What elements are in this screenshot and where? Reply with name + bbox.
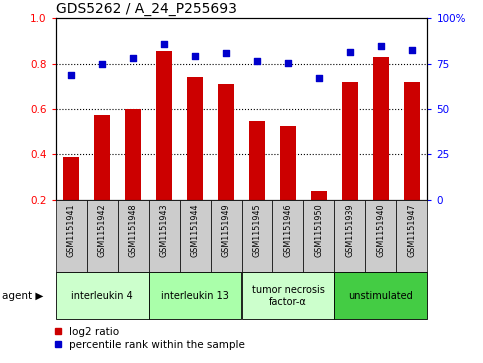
Point (346, 49, 354, 55)
Bar (149, 272, 242, 319)
Point (129, 55, 137, 61)
Text: GSM1151948: GSM1151948 (128, 203, 138, 257)
Bar (218, 84, 234, 200)
Bar (94, 115, 110, 200)
Text: GSM1151947: GSM1151947 (408, 203, 416, 257)
Text: agent ▶: agent ▶ (2, 291, 44, 301)
Point (315, 75, 323, 81)
Bar (156, 51, 172, 200)
Text: GSM1151950: GSM1151950 (314, 203, 324, 257)
Point (160, 42, 168, 48)
Bar (373, 57, 389, 200)
Text: interleukin 13: interleukin 13 (161, 291, 229, 301)
Bar (303, 200, 334, 272)
Point (67, 72, 75, 78)
Text: GSM1151944: GSM1151944 (190, 203, 199, 257)
Point (222, 50, 230, 56)
Point (253, 58, 261, 64)
Point (284, 60, 292, 66)
Text: GSM1151949: GSM1151949 (222, 203, 230, 257)
Bar (86, 200, 117, 272)
Bar (242, 200, 272, 272)
Text: GSM1151941: GSM1151941 (67, 203, 75, 257)
Bar (249, 121, 265, 200)
Bar (311, 191, 327, 200)
Bar (342, 82, 358, 200)
Bar (211, 200, 242, 272)
Legend: log2 ratio, percentile rank within the sample: log2 ratio, percentile rank within the s… (51, 325, 247, 352)
Text: GSM1151945: GSM1151945 (253, 203, 261, 257)
Bar (56, 200, 86, 272)
Text: GSM1151946: GSM1151946 (284, 203, 293, 257)
Bar (334, 272, 427, 319)
Text: GDS5262 / A_24_P255693: GDS5262 / A_24_P255693 (56, 2, 236, 16)
Bar (149, 200, 180, 272)
Text: GSM1151940: GSM1151940 (376, 203, 385, 257)
Bar (366, 200, 397, 272)
Text: GSM1151939: GSM1151939 (345, 203, 355, 257)
Text: GSM1151942: GSM1151942 (98, 203, 107, 257)
Bar (334, 200, 366, 272)
Text: tumor necrosis
factor-α: tumor necrosis factor-α (252, 285, 325, 307)
Bar (125, 109, 141, 200)
Text: unstimulated: unstimulated (349, 291, 413, 301)
Bar (272, 200, 303, 272)
Bar (242, 272, 334, 319)
Point (98, 61, 106, 68)
Bar (280, 126, 296, 200)
Text: interleukin 4: interleukin 4 (71, 291, 133, 301)
Bar (397, 200, 427, 272)
Point (377, 44, 385, 49)
Bar (117, 200, 149, 272)
Text: GSM1151943: GSM1151943 (159, 203, 169, 257)
Point (191, 53, 199, 59)
Bar (404, 82, 420, 200)
Bar (56, 272, 149, 319)
Bar (180, 200, 211, 272)
Bar (63, 156, 79, 200)
Point (408, 47, 416, 53)
Bar (187, 77, 203, 200)
